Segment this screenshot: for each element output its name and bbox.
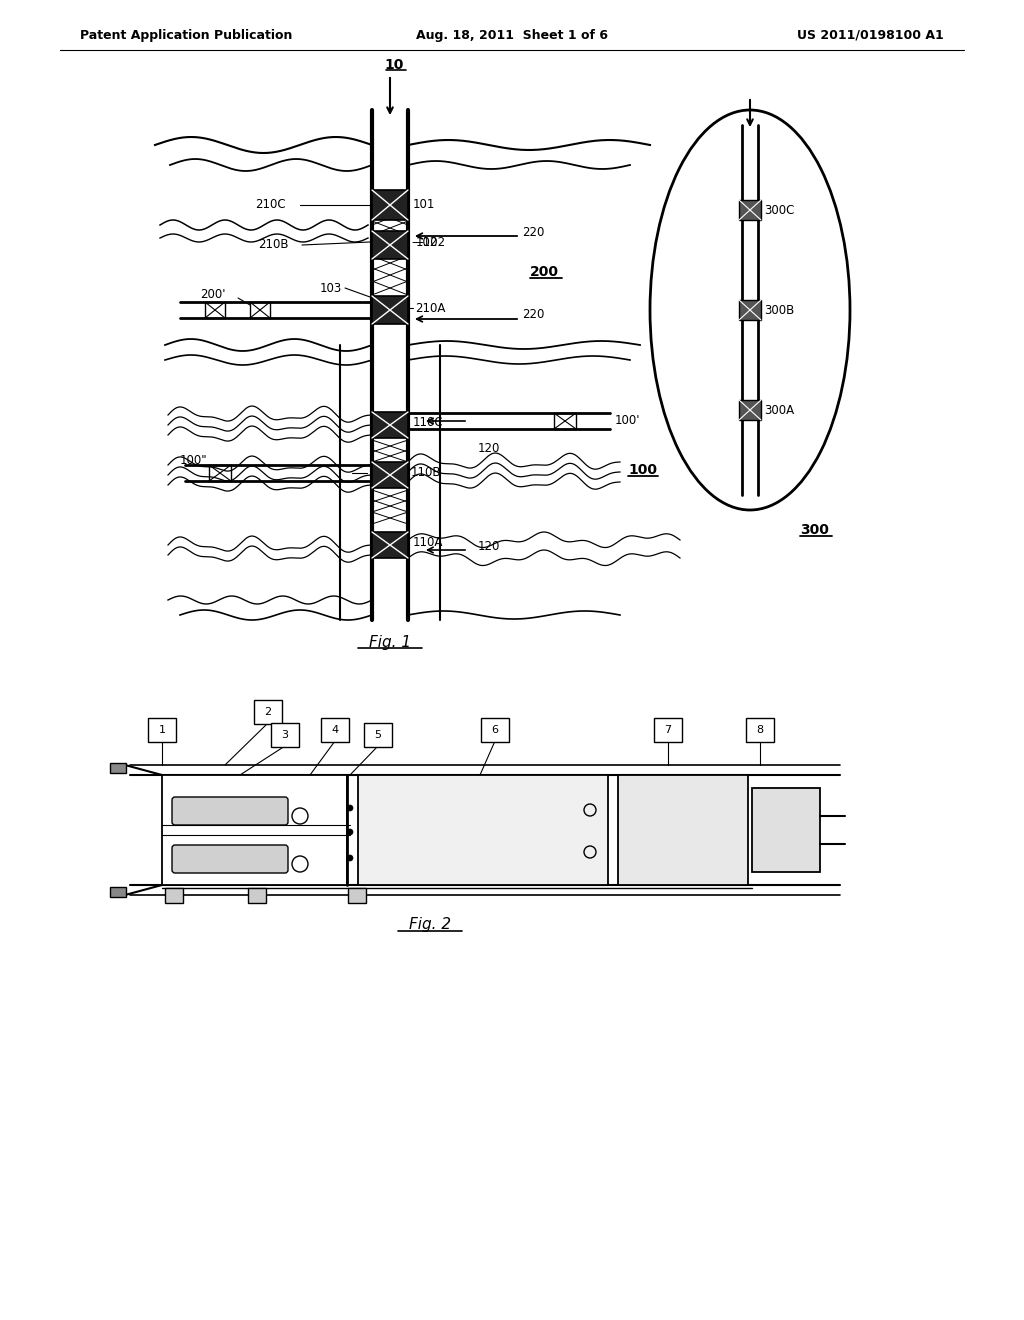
Bar — [372, 532, 408, 558]
Text: 4: 4 — [332, 725, 339, 735]
Bar — [110, 887, 126, 898]
Bar — [739, 400, 761, 420]
FancyBboxPatch shape — [254, 700, 282, 723]
Text: 120: 120 — [478, 441, 501, 454]
Text: 200: 200 — [530, 265, 559, 279]
Bar — [162, 775, 347, 884]
Bar — [205, 302, 225, 318]
Text: 220: 220 — [522, 226, 545, 239]
Text: 110B: 110B — [411, 466, 441, 479]
Text: 5: 5 — [375, 730, 382, 741]
Text: 102: 102 — [416, 236, 438, 249]
Text: 200': 200' — [200, 289, 225, 301]
Bar — [372, 190, 408, 220]
Text: 2: 2 — [264, 708, 271, 717]
Circle shape — [347, 829, 353, 836]
Text: 210C: 210C — [255, 198, 286, 211]
Bar — [554, 413, 575, 429]
Text: Aug. 18, 2011  Sheet 1 of 6: Aug. 18, 2011 Sheet 1 of 6 — [416, 29, 608, 41]
Text: 100: 100 — [628, 463, 657, 477]
Bar — [372, 412, 408, 438]
Bar — [372, 231, 408, 259]
Text: 103: 103 — [319, 281, 342, 294]
FancyBboxPatch shape — [148, 718, 176, 742]
FancyBboxPatch shape — [654, 718, 682, 742]
Text: 300A: 300A — [764, 404, 795, 417]
Bar — [348, 888, 366, 903]
FancyBboxPatch shape — [271, 723, 299, 747]
Bar — [372, 296, 408, 323]
Text: 300C: 300C — [764, 203, 795, 216]
FancyBboxPatch shape — [172, 797, 288, 825]
Text: 120: 120 — [478, 540, 501, 553]
Text: 100": 100" — [180, 454, 208, 466]
Bar — [110, 763, 126, 774]
Text: US 2011/0198100 A1: US 2011/0198100 A1 — [798, 29, 944, 41]
Bar — [739, 201, 761, 220]
Bar — [618, 775, 748, 884]
Text: 100': 100' — [615, 413, 640, 426]
Bar — [250, 302, 270, 318]
FancyBboxPatch shape — [364, 723, 392, 747]
Text: 7: 7 — [665, 725, 672, 735]
Text: 210B: 210B — [258, 239, 289, 252]
Circle shape — [347, 855, 353, 861]
Text: 110C: 110C — [413, 417, 443, 429]
Text: —102: —102 — [411, 236, 445, 249]
Text: 8: 8 — [757, 725, 764, 735]
FancyBboxPatch shape — [321, 718, 349, 742]
Text: 3: 3 — [282, 730, 289, 741]
FancyBboxPatch shape — [172, 845, 288, 873]
FancyBboxPatch shape — [746, 718, 774, 742]
Bar — [372, 462, 408, 488]
Text: 220: 220 — [522, 309, 545, 322]
Text: 101: 101 — [413, 198, 435, 210]
Text: 10: 10 — [384, 58, 403, 73]
Text: 110A: 110A — [413, 536, 443, 549]
Bar — [752, 788, 820, 873]
Bar — [209, 465, 231, 480]
Bar — [739, 300, 761, 319]
Bar — [358, 775, 608, 884]
Text: Fig. 1: Fig. 1 — [369, 635, 411, 649]
Text: Fig. 2: Fig. 2 — [409, 917, 451, 932]
Text: 210A: 210A — [415, 301, 445, 314]
FancyBboxPatch shape — [481, 718, 509, 742]
Text: Patent Application Publication: Patent Application Publication — [80, 29, 293, 41]
Circle shape — [347, 805, 353, 810]
Bar — [165, 888, 183, 903]
Bar — [248, 888, 266, 903]
Text: 6: 6 — [492, 725, 499, 735]
Text: 300: 300 — [800, 523, 828, 537]
Text: 300B: 300B — [764, 304, 795, 317]
Text: 1: 1 — [159, 725, 166, 735]
